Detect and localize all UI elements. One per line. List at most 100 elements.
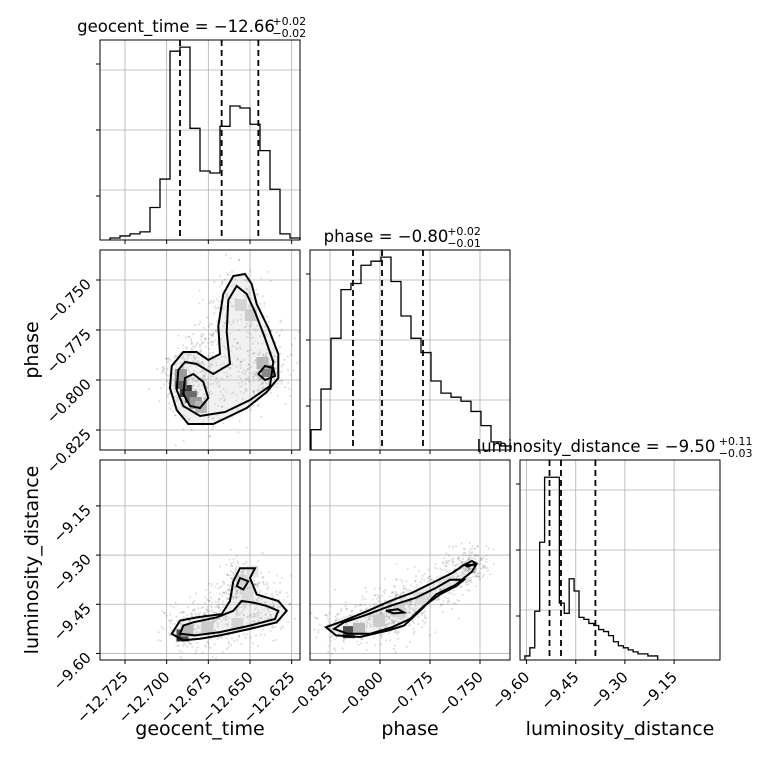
contour-line [168, 272, 280, 425]
y-tick-label: −9.45 [50, 599, 95, 644]
sample-point [163, 383, 166, 386]
y-axis-label-phase: phase [21, 321, 43, 378]
sample-point [427, 577, 430, 581]
sample-point [225, 371, 228, 374]
sample-point [263, 601, 266, 604]
sample-point [160, 371, 164, 374]
sample-point [232, 391, 235, 394]
sample-point [492, 548, 495, 551]
sample-point [371, 598, 374, 601]
sample-point [163, 370, 166, 373]
sample-point [262, 386, 265, 389]
sample-point [192, 369, 195, 372]
sample-point [245, 279, 248, 282]
sample-point [473, 570, 476, 573]
sample-point [269, 629, 272, 633]
sample-point [235, 608, 238, 611]
sample-point [427, 568, 430, 571]
sample-point [214, 600, 217, 603]
sample-point [212, 351, 215, 354]
sample-point [243, 358, 246, 361]
sample-point [227, 574, 230, 577]
sample-point [379, 606, 382, 609]
sample-point [208, 360, 211, 363]
sample-point [255, 293, 259, 296]
sample-point [399, 617, 402, 620]
sample-point [240, 606, 243, 609]
sample-point [206, 605, 209, 608]
sample-point [280, 382, 283, 385]
sample-point [451, 560, 454, 564]
sample-point [213, 643, 216, 646]
sample-point [236, 612, 239, 616]
sample-point [206, 386, 209, 389]
sample-point [473, 555, 476, 558]
sample-point [329, 636, 333, 639]
sample-point [203, 613, 206, 616]
sample-point [448, 545, 451, 548]
sample-point [249, 622, 253, 625]
sample-point [258, 597, 261, 600]
sample-point [414, 603, 417, 606]
sample-point [270, 613, 273, 617]
sample-point [179, 611, 182, 615]
title-lower-error: −0.02 [272, 27, 306, 40]
sample-point [404, 609, 407, 612]
sample-point [254, 306, 257, 309]
sample-point [421, 577, 424, 580]
sample-point [247, 349, 250, 352]
sample-point [216, 382, 219, 385]
sample-point [394, 631, 397, 634]
sample-point [193, 600, 196, 603]
sample-point [223, 591, 226, 595]
sample-point [245, 296, 248, 300]
contour-line [182, 372, 210, 410]
y-tick-label: −0.800 [43, 375, 95, 427]
sample-point [277, 606, 280, 609]
panel-frame [99, 39, 301, 241]
x-tick-label: −9.45 [537, 668, 582, 713]
density-cell [244, 309, 257, 321]
sample-point [388, 615, 392, 618]
sample-point [189, 371, 192, 374]
sample-point [462, 551, 465, 555]
sample-point [217, 404, 220, 408]
sample-point [244, 603, 248, 606]
contour-line [235, 576, 250, 591]
sample-point [395, 594, 398, 597]
sample-point [235, 595, 238, 599]
sample-point [242, 563, 245, 566]
sample-point [253, 372, 256, 376]
sample-point [256, 342, 259, 345]
sample-point [238, 385, 242, 388]
sample-point [251, 352, 254, 355]
sample-point [266, 581, 269, 584]
sample-point [232, 639, 235, 643]
sample-point [233, 570, 236, 573]
sample-point [236, 562, 239, 565]
sample-point [415, 575, 418, 578]
sample-point [337, 619, 340, 622]
sample-point [212, 370, 215, 373]
sample-point [182, 611, 185, 614]
sample-point [455, 577, 458, 580]
sample-point [227, 646, 230, 649]
sample-point [477, 554, 480, 557]
sample-point [476, 544, 479, 548]
sample-point [227, 616, 230, 620]
sample-point [223, 344, 226, 348]
sample-point [424, 621, 427, 624]
sample-point [226, 624, 229, 627]
sample-point [365, 590, 368, 593]
sample-point [174, 354, 177, 357]
sample-point [364, 616, 368, 619]
sample-point [218, 606, 221, 609]
sample-point [220, 405, 223, 408]
sample-point [460, 585, 463, 588]
panel-phase-vs-phase: phase = −0.80+0.02−0.01 [306, 225, 512, 454]
sample-point [260, 571, 263, 575]
sample-point [381, 594, 384, 597]
sample-point [467, 579, 470, 583]
sample-point [248, 586, 251, 589]
sample-point [236, 613, 239, 616]
